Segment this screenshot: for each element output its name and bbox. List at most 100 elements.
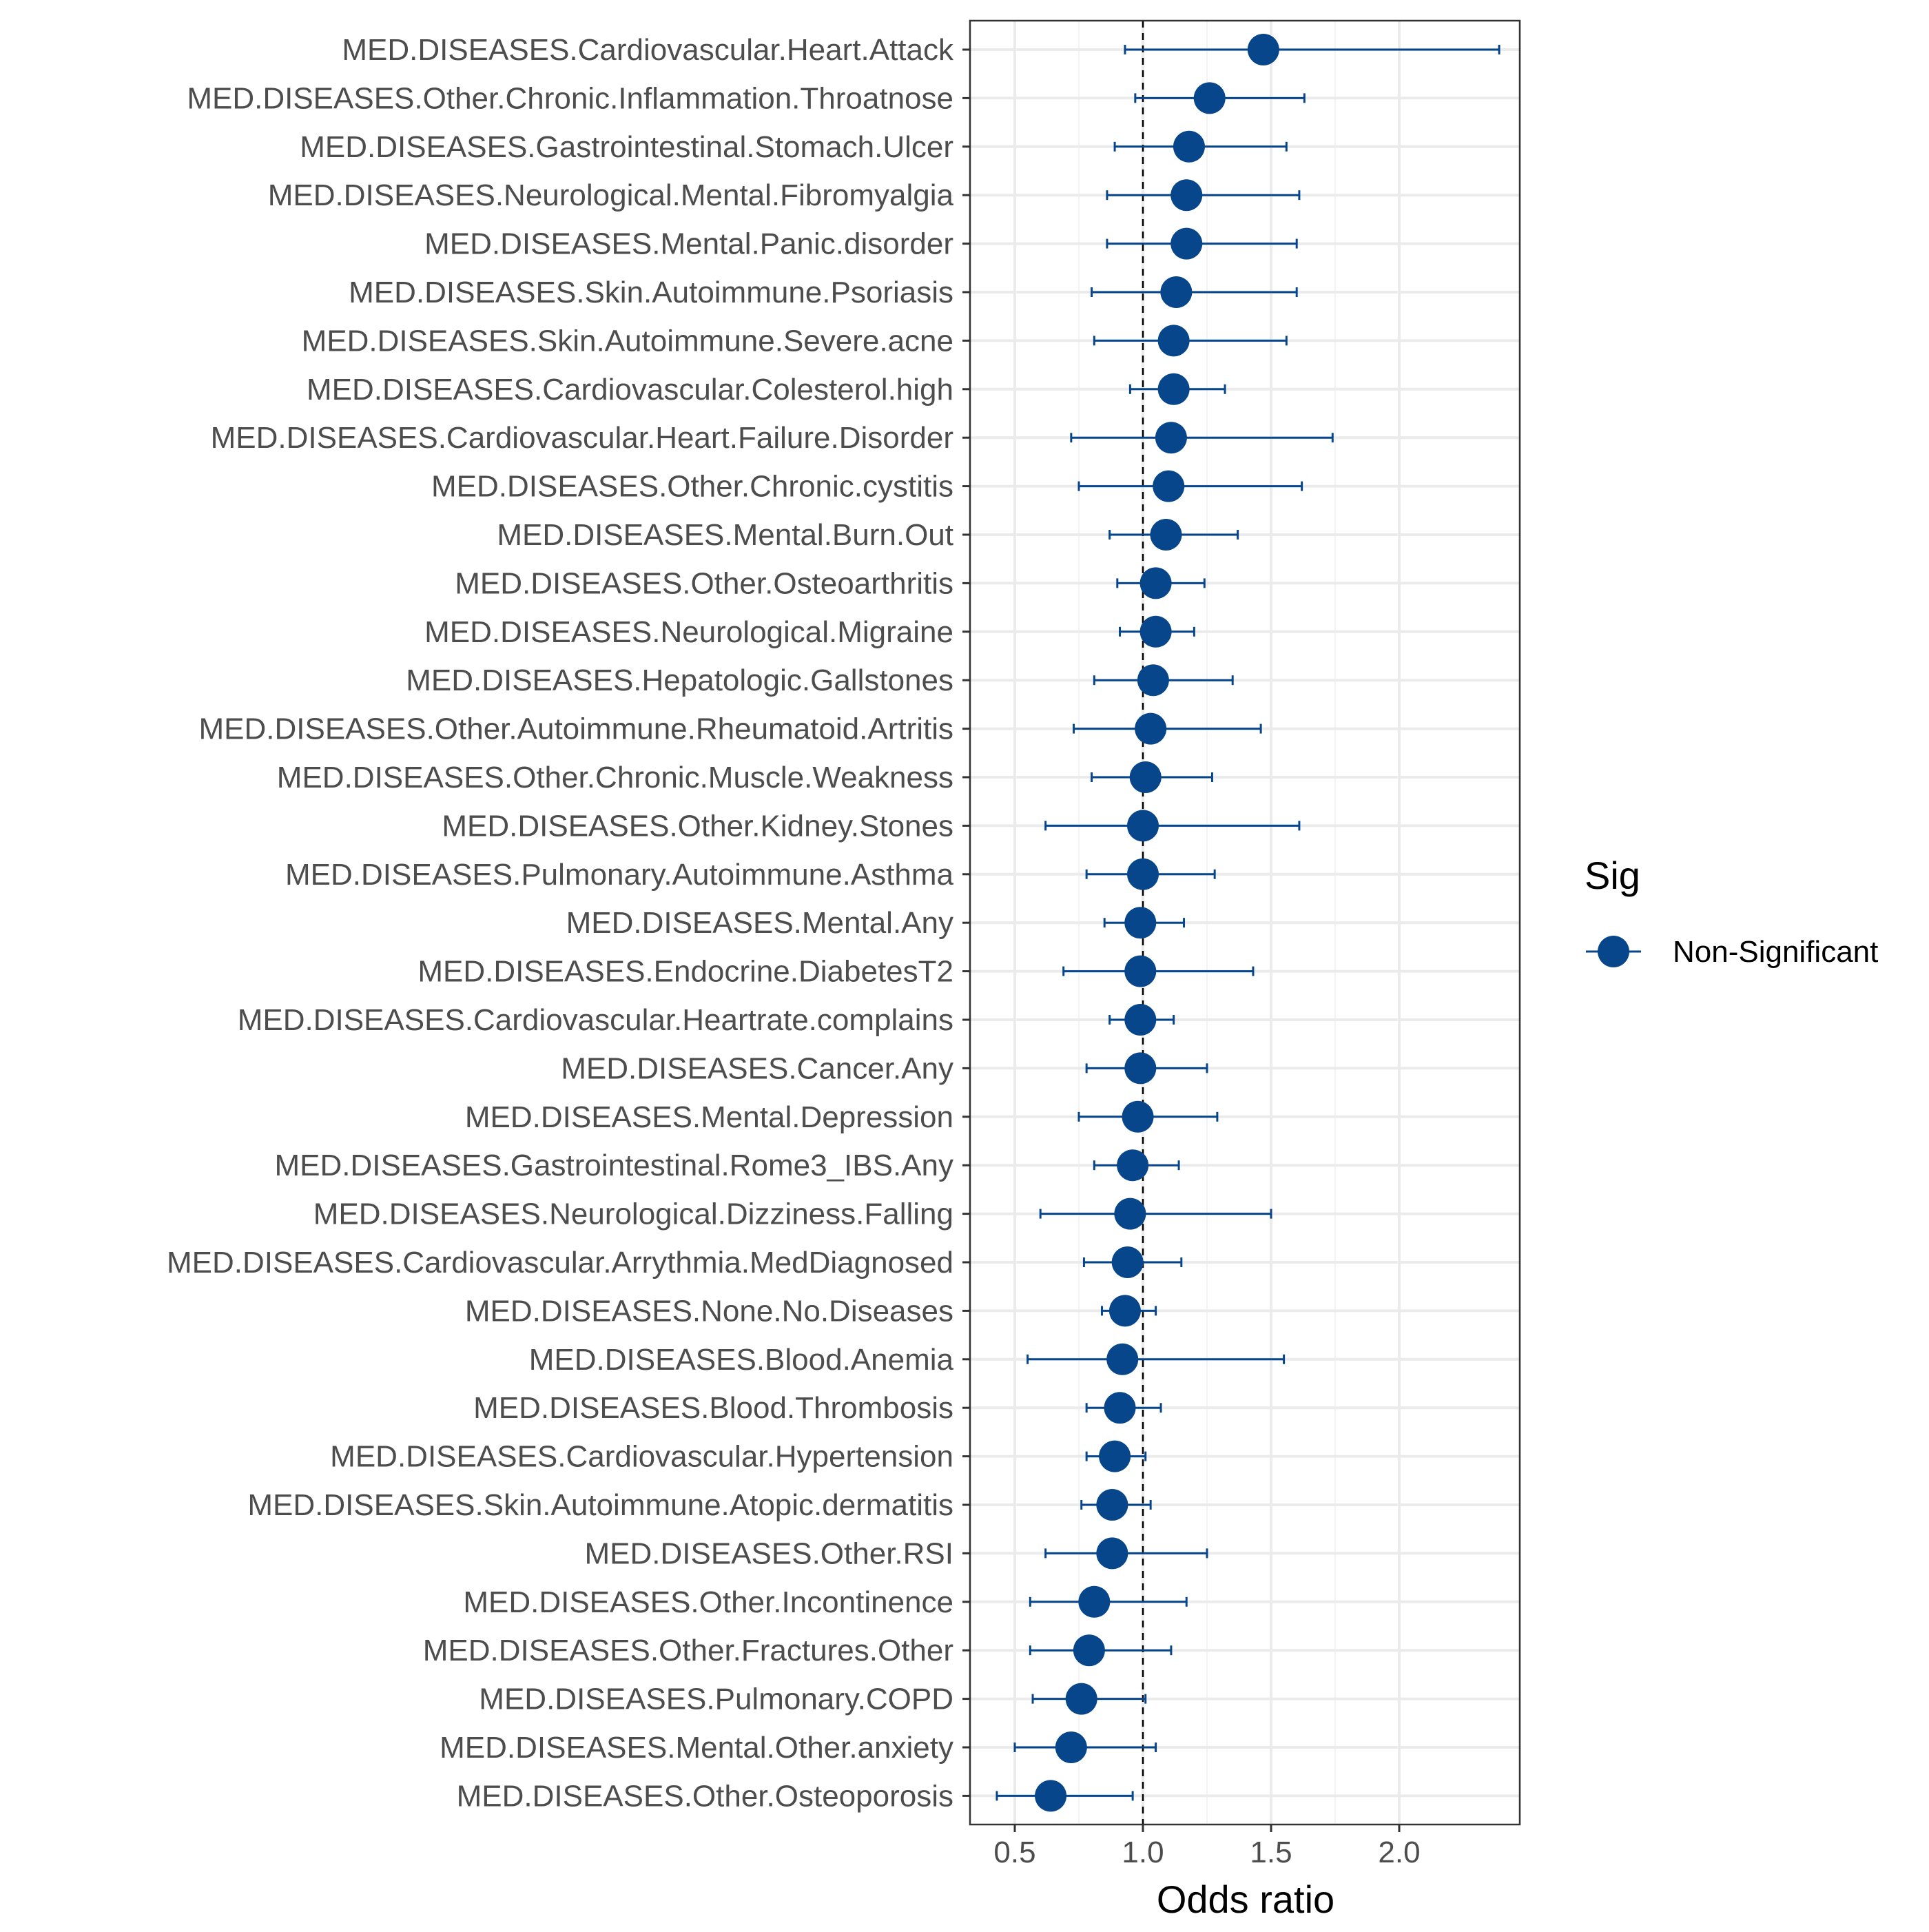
y-tick-label: MED.DISEASES.Other.Kidney.Stones: [442, 809, 953, 843]
point-estimate: [1035, 1780, 1067, 1812]
y-tick-label: MED.DISEASES.Gastrointestinal.Rome3_IBS.…: [274, 1149, 953, 1182]
point-estimate: [1124, 955, 1157, 987]
y-tick-label: MED.DISEASES.Other.Osteoporosis: [457, 1779, 953, 1813]
error-bar: [1124, 45, 1500, 54]
point-estimate: [1124, 1004, 1157, 1036]
x-tick-label: 1.5: [1250, 1836, 1292, 1869]
x-tick-label: 0.5: [993, 1836, 1035, 1869]
y-tick-label: MED.DISEASES.Other.Chronic.Muscle.Weakne…: [277, 761, 953, 794]
legend-key-point: [1598, 936, 1629, 967]
y-tick-label: MED.DISEASES.Other.Chronic.Inflammation.…: [187, 81, 953, 115]
y-tick-label: MED.DISEASES.Skin.Autoimmune.Psoriasis: [349, 276, 953, 309]
y-tick-label: MED.DISEASES.Cardiovascular.Colesterol.h…: [307, 373, 953, 407]
point-estimate: [1122, 1100, 1154, 1133]
y-tick-label: MED.DISEASES.Other.Chronic.cystitis: [431, 470, 953, 504]
y-tick-label: MED.DISEASES.Other.Autoimmune.Rheumatoid…: [198, 712, 953, 746]
point-estimate: [1096, 1537, 1128, 1570]
y-tick-label: MED.DISEASES.Other.Osteoarthritis: [455, 566, 953, 600]
y-tick-label: MED.DISEASES.Pulmonary.Autoimmune.Asthma: [285, 858, 954, 892]
error-bar: [1073, 723, 1262, 734]
error-bar: [1077, 481, 1303, 491]
y-tick-label: MED.DISEASES.Cardiovascular.Heart.Failur…: [211, 421, 953, 455]
point-estimate: [1193, 82, 1226, 114]
error-bar: [1091, 287, 1298, 297]
point-estimate: [1096, 1489, 1128, 1521]
point-estimate: [1065, 1683, 1097, 1715]
x-axis: 0.5 1.0 1.5 2.0: [993, 1825, 1421, 1869]
y-tick-label: MED.DISEASES.Cardiovascular.Heart.Attack: [342, 33, 954, 67]
point-estimate: [1247, 34, 1279, 65]
point-estimate: [1099, 1440, 1131, 1472]
x-axis-title: Odds ratio: [1157, 1878, 1334, 1921]
point-estimate: [1104, 1392, 1136, 1424]
point-estimate: [1124, 907, 1157, 939]
y-tick-label: MED.DISEASES.Blood.Thrombosis: [473, 1391, 953, 1425]
legend-title: Sig: [1585, 854, 1640, 897]
point-estimate: [1114, 1198, 1146, 1230]
point-estimate: [1111, 1246, 1144, 1278]
y-tick-label: MED.DISEASES.Other.Incontinence: [463, 1585, 953, 1619]
point-estimate: [1139, 567, 1172, 599]
legend: Sig Non-Significant: [1585, 854, 1878, 969]
y-tick-label: MED.DISEASES.Neurological.Mental.Fibromy…: [268, 178, 954, 212]
point-estimate: [1108, 1295, 1141, 1327]
point-estimate: [1073, 1634, 1105, 1667]
y-tick-label: MED.DISEASES.Cardiovascular.Hypertension: [330, 1440, 953, 1474]
y-tick-label: MED.DISEASES.Neurological.Migraine: [424, 615, 953, 649]
point-estimate: [1106, 1343, 1139, 1375]
point-estimates: [1035, 34, 1279, 1812]
y-tick-label: MED.DISEASES.Cardiovascular.Heartrate.co…: [238, 1003, 953, 1037]
point-estimate: [1117, 1149, 1149, 1182]
y-tick-label: MED.DISEASES.Mental.Other.anxiety: [440, 1731, 953, 1765]
error-bar: [1106, 190, 1301, 201]
point-estimate: [1160, 276, 1193, 308]
y-tick-label: MED.DISEASES.Skin.Autoimmune.Severe.acne: [302, 324, 953, 358]
y-tick-label: MED.DISEASES.Blood.Anemia: [529, 1343, 954, 1377]
error-bar: [1093, 336, 1288, 346]
point-estimate: [1170, 179, 1203, 212]
error-bar: [1027, 1354, 1286, 1364]
x-tick-label: 1.0: [1122, 1836, 1164, 1869]
y-tick-label: MED.DISEASES.Gastrointestinal.Stomach.Ul…: [300, 130, 953, 164]
error-bar: [1044, 821, 1301, 831]
point-estimate: [1137, 664, 1169, 697]
y-tick-label: MED.DISEASES.Hepatologic.Gallstones: [406, 664, 953, 697]
point-estimate: [1173, 130, 1205, 163]
point-estimate: [1124, 1052, 1157, 1085]
y-tick-label: MED.DISEASES.Cardiovascular.Arrythmia.Me…: [167, 1246, 953, 1280]
y-tick-label: MED.DISEASES.Neurological.Dizziness.Fall…: [313, 1198, 953, 1231]
error-bar: [1039, 1209, 1272, 1219]
point-estimate: [1155, 422, 1187, 454]
y-tick-label: MED.DISEASES.Other.Fractures.Other: [423, 1634, 953, 1667]
y-axis: MED.DISEASES.Cardiovascular.Heart.Attack…: [167, 33, 970, 1813]
point-estimate: [1127, 810, 1159, 842]
y-tick-label: MED.DISEASES.Mental.Burn.Out: [497, 518, 953, 552]
point-estimate: [1055, 1731, 1087, 1763]
y-tick-label: MED.DISEASES.Mental.Depression: [465, 1100, 953, 1134]
point-estimate: [1139, 615, 1172, 648]
point-estimate: [1127, 858, 1159, 890]
y-tick-label: MED.DISEASES.None.No.Diseases: [465, 1294, 953, 1328]
y-tick-label: MED.DISEASES.Cancer.Any: [561, 1051, 953, 1085]
y-tick-label: MED.DISEASES.Mental.Any: [566, 906, 953, 940]
point-estimate: [1135, 712, 1167, 745]
point-estimate: [1170, 227, 1203, 260]
y-tick-label: MED.DISEASES.Endocrine.DiabetesT2: [417, 955, 953, 989]
point-estimate: [1157, 325, 1190, 357]
y-tick-label: MED.DISEASES.Pulmonary.COPD: [479, 1683, 953, 1716]
point-estimate: [1078, 1585, 1111, 1618]
x-tick-label: 2.0: [1378, 1836, 1420, 1869]
y-tick-label: MED.DISEASES.Other.RSI: [585, 1537, 954, 1570]
error-bar: [1070, 433, 1334, 443]
point-estimate: [1150, 519, 1182, 551]
point-estimate: [1129, 761, 1162, 793]
legend-entry-label: Non-Significant: [1673, 935, 1878, 969]
error-bar: [1062, 966, 1255, 976]
y-tick-label: MED.DISEASES.Skin.Autoimmune.Atopic.derm…: [247, 1488, 953, 1522]
point-estimate: [1153, 470, 1185, 502]
y-tick-label: MED.DISEASES.Mental.Panic.disorder: [424, 227, 953, 261]
point-estimate: [1157, 373, 1190, 405]
